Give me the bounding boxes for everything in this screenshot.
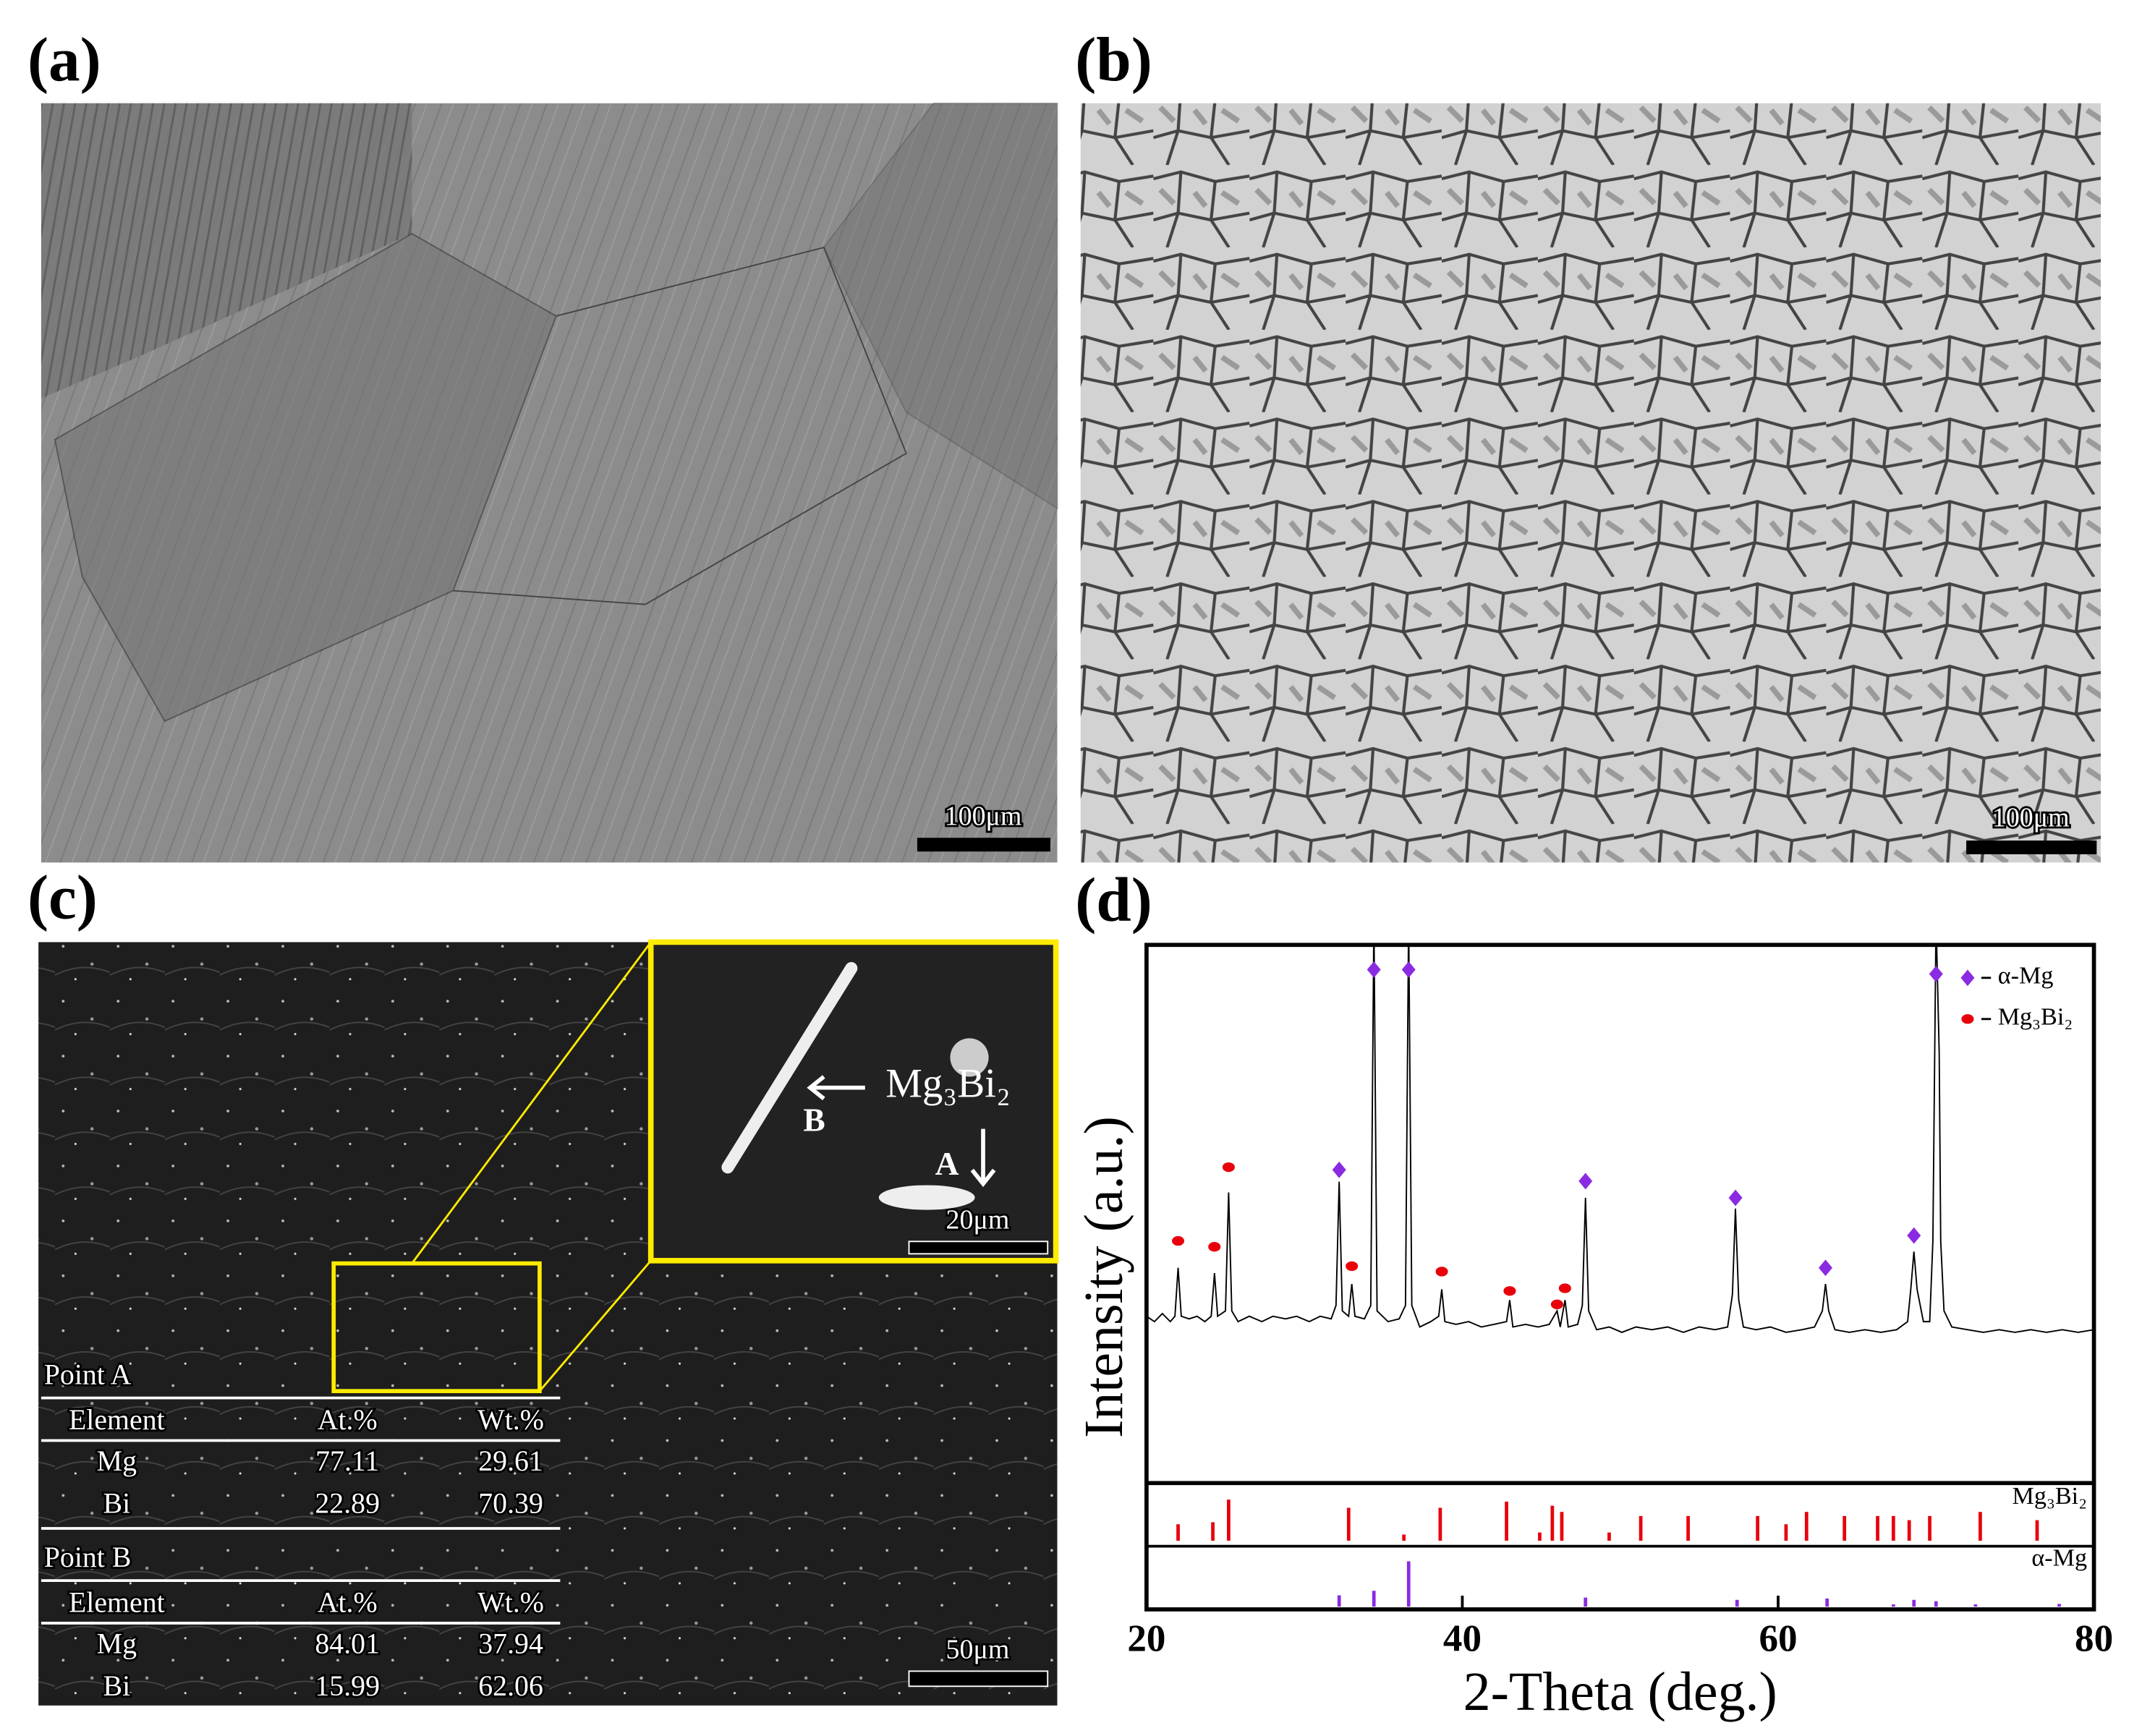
table-header: At.% <box>318 1403 378 1436</box>
x-axis-label: 2-Theta (deg.) <box>1463 1661 1777 1722</box>
legend-label: Mg₃Bi₂ <box>1998 1004 2073 1031</box>
table-header: Wt.% <box>477 1586 544 1618</box>
table-title: Point B <box>44 1541 132 1573</box>
point-label: B <box>803 1101 825 1138</box>
scale-bar-label: 20μm <box>946 1204 1010 1235</box>
scale-bar-label: 50μm <box>946 1635 1010 1665</box>
panel-label: (b) <box>1075 25 1152 95</box>
x-tick-label: 60 <box>1759 1618 1797 1660</box>
table-header: Element <box>69 1403 165 1436</box>
scale-bar <box>908 1670 1049 1688</box>
panel-label: (a) <box>27 25 101 95</box>
table-cell: 22.89 <box>315 1487 380 1520</box>
table-cell: 29.61 <box>478 1444 543 1477</box>
zoom-box <box>331 1261 542 1394</box>
peak-marker <box>1222 1162 1235 1173</box>
peak-marker <box>1578 1173 1593 1190</box>
table-cell: Mg <box>97 1627 137 1659</box>
x-tick-label: 20 <box>1127 1618 1165 1660</box>
micrograph <box>1080 103 2101 863</box>
table-cell: Bi <box>103 1669 131 1702</box>
table-cell: 37.94 <box>478 1627 543 1659</box>
plot-frame <box>1144 943 2096 1612</box>
point-label: A <box>935 1145 959 1182</box>
grain <box>823 102 1058 510</box>
table-cell: 62.06 <box>478 1669 543 1702</box>
panel-label: (d) <box>1075 864 1152 935</box>
scale-bar <box>917 838 1051 852</box>
peak-marker <box>1435 1267 1448 1277</box>
inset <box>647 939 1059 1264</box>
table-header: Element <box>69 1586 165 1618</box>
peak-marker <box>1208 1242 1221 1252</box>
peak-marker <box>1346 1261 1359 1272</box>
xrd-pattern <box>1146 945 2094 1333</box>
y-axis-label: Intensity (a.u.) <box>1074 1116 1134 1438</box>
scale-bar-label: 100μm <box>1992 802 2070 833</box>
scale-bar <box>1966 841 2097 855</box>
table-header: At.% <box>318 1586 378 1618</box>
peak-marker <box>1907 1227 1921 1244</box>
grain <box>41 103 412 399</box>
table-cell: Bi <box>103 1487 131 1520</box>
arrow <box>970 1128 996 1188</box>
arrow <box>807 1075 865 1101</box>
x-tick-label: 40 <box>1443 1618 1482 1660</box>
xrd-chart: 2-Theta (deg.) Intensity (a.u.) 20 40 60 80… <box>1074 943 2113 1722</box>
zoom-line <box>538 1259 652 1392</box>
table-cell: 70.39 <box>478 1487 543 1520</box>
scale-bar-label: 100μm <box>945 801 1022 831</box>
table-header: Wt.% <box>477 1403 544 1436</box>
peak-marker <box>1558 1283 1571 1293</box>
grain-boundary <box>453 246 907 605</box>
table-cell: 77.11 <box>315 1444 379 1477</box>
table-cell: Mg <box>97 1444 137 1477</box>
particle <box>721 962 858 1174</box>
peak-marker <box>1550 1299 1563 1309</box>
phase-label: Mg₃Bi₂ <box>885 1061 1011 1107</box>
legend-label: α-Mg <box>1998 963 2054 990</box>
table-cell: 15.99 <box>315 1669 380 1702</box>
table-title: Point A <box>44 1358 132 1390</box>
zoom-line <box>411 941 652 1264</box>
reference-label: α-Mg <box>2031 1544 2087 1571</box>
peak-marker <box>1172 1235 1185 1246</box>
composition-table: Point A Element At.% Wt.% Mg 77.11 29.61 Bi 22.8… <box>41 1356 561 1704</box>
peak-marker <box>1819 1259 1832 1277</box>
legend-marker <box>1961 1014 1974 1024</box>
x-tick-label: 80 <box>2075 1618 2113 1660</box>
particle <box>950 1038 989 1077</box>
panel-label: (c) <box>27 861 98 932</box>
table-cell: 84.01 <box>315 1627 380 1659</box>
reference-label: Mg₃Bi₂ <box>2013 1483 2088 1510</box>
scale-bar <box>908 1241 1049 1255</box>
particle <box>878 1185 975 1210</box>
peak-marker <box>1503 1286 1516 1296</box>
